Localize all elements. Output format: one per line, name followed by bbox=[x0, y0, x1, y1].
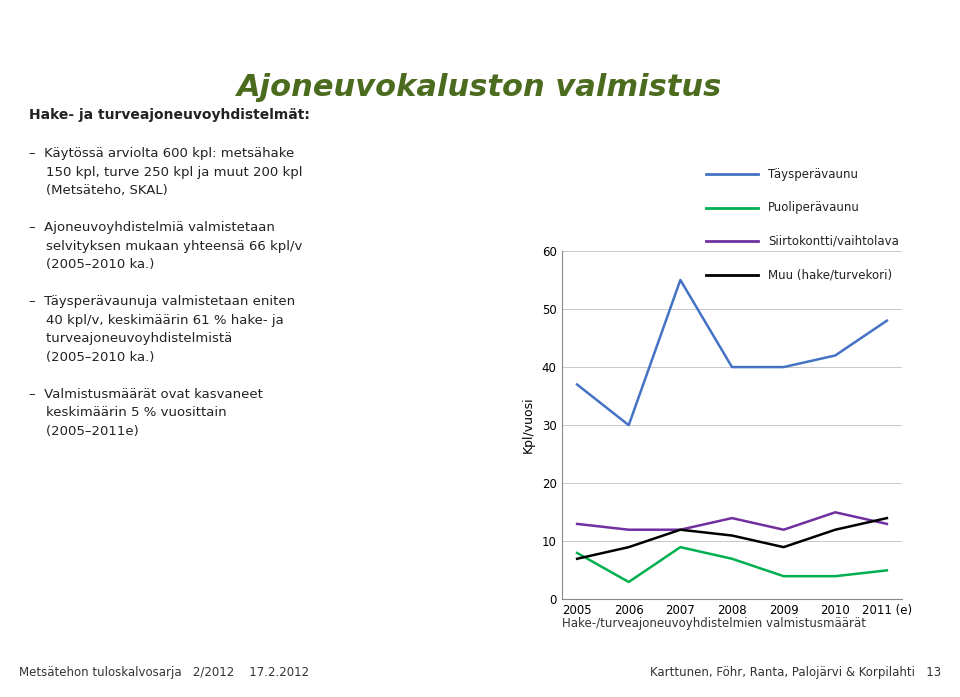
Siirtokontti/vaihtolava bbox=[571, 520, 583, 528]
Text: Ajoneuvokaluston valmistus: Ajoneuvokaluston valmistus bbox=[237, 73, 723, 102]
Täysperävaunu bbox=[571, 381, 583, 389]
Puoliperävaunu bbox=[829, 572, 841, 581]
Siirtokontti/vaihtolava bbox=[623, 526, 635, 534]
Muu (hake/turvekori) bbox=[881, 514, 893, 522]
Muu (hake/turvekori) bbox=[623, 543, 635, 551]
Puoliperävaunu bbox=[726, 555, 737, 563]
Täysperävaunu bbox=[726, 363, 737, 372]
Siirtokontti/vaihtolava bbox=[829, 508, 841, 516]
Puoliperävaunu bbox=[881, 566, 893, 574]
Siirtokontti/vaihtolava bbox=[675, 526, 686, 534]
Text: Hake-/turveajoneuvoyhdistelmien valmistusmäärät: Hake-/turveajoneuvoyhdistelmien valmistu… bbox=[562, 617, 866, 630]
Text: Täysperävaunu: Täysperävaunu bbox=[768, 168, 858, 181]
Muu (hake/turvekori) bbox=[571, 555, 583, 563]
Line: Muu (hake/turvekori): Muu (hake/turvekori) bbox=[577, 518, 887, 559]
Text: Muu (hake/turvekori): Muu (hake/turvekori) bbox=[768, 268, 892, 281]
Text: www.metsateho.fi: www.metsateho.fi bbox=[824, 26, 936, 40]
Muu (hake/turvekori) bbox=[778, 543, 789, 551]
Text: Siirtokontti/vaihtolava: Siirtokontti/vaihtolava bbox=[768, 235, 899, 247]
Täysperävaunu bbox=[881, 316, 893, 325]
Line: Siirtokontti/vaihtolava: Siirtokontti/vaihtolava bbox=[577, 512, 887, 530]
Puoliperävaunu bbox=[675, 543, 686, 551]
Muu (hake/turvekori) bbox=[829, 526, 841, 534]
Text: Karttunen, Föhr, Ranta, Palojärvi & Korpilahti   13: Karttunen, Föhr, Ranta, Palojärvi & Korp… bbox=[650, 666, 941, 679]
Text: Puoliperävaunu: Puoliperävaunu bbox=[768, 201, 860, 214]
Puoliperävaunu bbox=[778, 572, 789, 581]
Text: ⚡: ⚡ bbox=[24, 23, 39, 43]
Text: –  Käytössä arviolta 600 kpl: metsähake
    150 kpl, turve 250 kpl ja muut 200 k: – Käytössä arviolta 600 kpl: metsähake 1… bbox=[29, 129, 302, 438]
Text: Hake- ja turveajoneuvoyhdistelmät:: Hake- ja turveajoneuvoyhdistelmät: bbox=[29, 108, 310, 122]
Text: Metsäteho: Metsäteho bbox=[72, 23, 197, 43]
Puoliperävaunu bbox=[623, 578, 635, 586]
Puoliperävaunu bbox=[571, 549, 583, 557]
Muu (hake/turvekori) bbox=[726, 531, 737, 539]
Täysperävaunu bbox=[623, 421, 635, 429]
Line: Puoliperävaunu: Puoliperävaunu bbox=[577, 547, 887, 582]
Text: Metsätehon tuloskalvosarja   2/2012    17.2.2012: Metsätehon tuloskalvosarja 2/2012 17.2.2… bbox=[19, 666, 309, 679]
Siirtokontti/vaihtolava bbox=[881, 520, 893, 528]
Siirtokontti/vaihtolava bbox=[726, 514, 737, 522]
Täysperävaunu bbox=[675, 276, 686, 284]
Y-axis label: Kpl/vuosi: Kpl/vuosi bbox=[522, 397, 535, 454]
Muu (hake/turvekori) bbox=[675, 526, 686, 534]
Täysperävaunu bbox=[829, 351, 841, 360]
Täysperävaunu bbox=[778, 363, 789, 372]
Siirtokontti/vaihtolava bbox=[778, 526, 789, 534]
Line: Täysperävaunu: Täysperävaunu bbox=[577, 280, 887, 425]
